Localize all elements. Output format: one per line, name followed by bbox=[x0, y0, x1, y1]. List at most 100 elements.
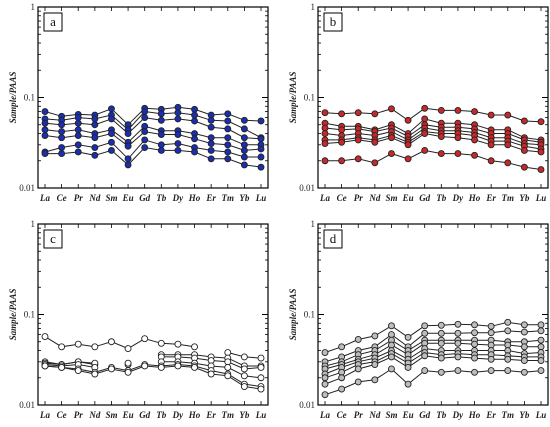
x-tick-label: Gd bbox=[419, 410, 430, 420]
x-tick-label: Dy bbox=[452, 193, 464, 203]
data-point bbox=[354, 155, 362, 163]
data-point bbox=[388, 331, 395, 339]
data-point bbox=[141, 108, 149, 115]
data-point bbox=[207, 123, 215, 131]
data-point bbox=[504, 141, 512, 149]
data-point bbox=[124, 345, 132, 353]
data-point bbox=[471, 354, 478, 362]
panel-c: 1 0.1 0.01 La Ce Pr Nd Sm Eu Gd Tb Dy Ho Er Tm Yb Lu c Sam… bbox=[8, 219, 269, 420]
data-point bbox=[157, 141, 165, 149]
data-point bbox=[454, 367, 462, 375]
panel-a: 1 0.1 0.01 La Ce Pr Nd Sm Eu Gd Tb Dy Ho Er Tm Yb Lu a Sam… bbox=[8, 2, 269, 203]
panel-tag-box bbox=[323, 229, 343, 249]
x-tick-label: Ho bbox=[468, 410, 481, 420]
plot-frame bbox=[37, 6, 269, 189]
data-point bbox=[421, 146, 429, 154]
x-tick-label: Pr bbox=[74, 193, 83, 203]
data-point bbox=[257, 145, 265, 153]
data-point bbox=[404, 116, 412, 124]
data-point bbox=[58, 343, 66, 351]
x-tick-label: La bbox=[39, 410, 50, 420]
data-point bbox=[504, 367, 512, 375]
data-point bbox=[421, 130, 429, 137]
data-point bbox=[371, 138, 379, 146]
data-point bbox=[174, 340, 182, 348]
data-point bbox=[174, 115, 182, 123]
data-point bbox=[520, 146, 528, 154]
data-point bbox=[91, 343, 99, 351]
x-tick-label: Yb bbox=[239, 193, 249, 203]
data-point bbox=[471, 321, 478, 329]
data-point bbox=[437, 354, 445, 362]
data-point bbox=[520, 368, 528, 376]
data-point bbox=[58, 363, 66, 371]
data-point bbox=[207, 140, 215, 147]
data-point bbox=[421, 352, 429, 360]
data-point bbox=[41, 150, 49, 158]
data-point bbox=[487, 111, 495, 119]
data-point bbox=[354, 109, 362, 117]
data-point bbox=[487, 367, 495, 375]
data-point bbox=[108, 138, 115, 146]
plot-frame bbox=[317, 223, 549, 406]
data-point bbox=[520, 321, 528, 329]
y-tick-label: 0.1 bbox=[304, 93, 315, 103]
data-point bbox=[191, 135, 198, 143]
data-point bbox=[240, 372, 248, 380]
x-tick-label: Sm bbox=[385, 410, 397, 420]
series-line bbox=[44, 336, 195, 350]
data-point bbox=[174, 146, 182, 154]
data-point bbox=[504, 111, 512, 119]
x-tick-label: Tb bbox=[436, 193, 446, 203]
x-tick-label: Yb bbox=[519, 193, 529, 203]
data-point bbox=[157, 110, 165, 118]
y-axis-label: Sample/PAAS bbox=[288, 289, 298, 341]
data-point bbox=[224, 372, 232, 380]
data-point bbox=[157, 339, 165, 347]
data-point bbox=[240, 353, 248, 361]
data-point bbox=[338, 157, 346, 165]
data-point bbox=[487, 141, 495, 149]
data-point bbox=[224, 155, 232, 163]
data-point bbox=[41, 126, 49, 134]
panel-d: 1 0.1 0.01 La Ce Pr Nd Sm Eu Gd Tb Dy Ho Er Tm Yb Lu d Sam… bbox=[288, 219, 549, 420]
data-point bbox=[108, 365, 115, 373]
data-point bbox=[257, 385, 265, 393]
data-point bbox=[437, 321, 445, 329]
data-point bbox=[404, 141, 412, 149]
data-point bbox=[141, 144, 149, 151]
data-point bbox=[240, 146, 248, 154]
data-point bbox=[240, 134, 248, 142]
x-tick-label: Er bbox=[485, 193, 496, 203]
data-point bbox=[191, 343, 198, 351]
data-point bbox=[437, 106, 445, 114]
data-point bbox=[437, 133, 445, 141]
x-tick-label: Dy bbox=[172, 193, 184, 203]
data-point bbox=[124, 359, 132, 367]
y-tick-label: 0.01 bbox=[19, 183, 35, 193]
x-tick-label: Yb bbox=[519, 410, 529, 420]
data-point bbox=[108, 105, 115, 113]
data-point bbox=[487, 355, 495, 363]
data-point bbox=[108, 130, 115, 137]
data-point bbox=[421, 322, 429, 330]
x-tick-label: Sm bbox=[385, 193, 397, 203]
data-point bbox=[141, 136, 149, 144]
x-tick-label: Gd bbox=[139, 410, 150, 420]
data-point bbox=[520, 117, 528, 125]
x-tick-label: Gd bbox=[419, 193, 430, 203]
data-point bbox=[224, 148, 232, 156]
y-tick-label: 1 bbox=[311, 219, 316, 229]
y-tick-label: 0.1 bbox=[304, 310, 315, 320]
data-point bbox=[321, 349, 329, 356]
data-point bbox=[471, 108, 478, 115]
data-point bbox=[257, 363, 265, 371]
x-tick-label: Eu bbox=[402, 193, 414, 203]
data-point bbox=[504, 327, 512, 335]
data-point bbox=[371, 332, 379, 340]
data-point bbox=[174, 109, 182, 117]
x-tick-label: Nd bbox=[368, 193, 380, 203]
x-tick-label: Yb bbox=[239, 410, 249, 420]
panel-b: 1 0.1 0.01 La Ce Pr Nd Sm Eu Gd Tb Dy Ho Er Tm Yb Lu b Sam… bbox=[288, 2, 549, 203]
data-point bbox=[224, 125, 232, 133]
